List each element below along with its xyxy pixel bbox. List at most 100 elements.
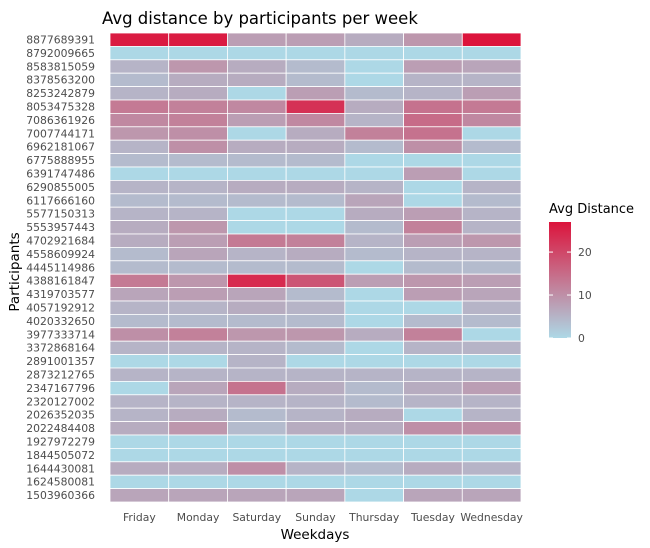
x-axis-title: Weekdays: [281, 527, 350, 543]
legend-tick-label: 10: [578, 289, 592, 302]
heatmap-cell: [227, 474, 287, 490]
y-tick-label: 1503960366: [26, 489, 95, 502]
y-tick-label: 6391747486: [26, 168, 95, 181]
heatmap-cell: [285, 340, 346, 356]
y-tick-label: 2026352035: [26, 409, 95, 422]
heatmap-cell: [403, 153, 463, 168]
x-tick-label: Saturday: [232, 511, 281, 524]
y-tick-label: 3977333714: [26, 328, 95, 341]
heatmap-cell: [285, 99, 346, 114]
heatmap-cell: [285, 233, 346, 248]
y-tick-label: 4057192912: [26, 302, 95, 315]
heatmap-cell: [109, 474, 170, 490]
heatmap-cell: [461, 407, 522, 423]
heatmap-cell: [403, 407, 463, 423]
heatmap-cell: [344, 434, 404, 449]
heatmap-cell: [344, 166, 404, 181]
y-tick-label: 7007744171: [26, 127, 95, 140]
heatmap-cell: [168, 380, 228, 396]
heatmap-cell: [109, 354, 170, 369]
heatmap-cell: [109, 72, 170, 87]
heatmap-cell: [403, 233, 463, 248]
heatmap-cell: [461, 300, 522, 315]
x-tick-label: Friday: [123, 511, 156, 524]
y-tick-label: 6117666160: [26, 194, 95, 207]
heatmap-cell: [109, 206, 170, 221]
heatmap-cell: [109, 380, 170, 396]
heatmap-cell: [168, 300, 228, 315]
heatmap-cell: [344, 99, 404, 114]
heatmap-cell: [461, 246, 522, 262]
heatmap-cell: [285, 488, 346, 503]
heatmap-cell: [344, 367, 404, 382]
heatmap-cell: [344, 421, 404, 436]
heatmap-cell: [344, 488, 404, 503]
heatmap-cell: [461, 327, 522, 342]
heatmap-cell: [227, 260, 287, 275]
heatmap-cell: [285, 394, 346, 409]
heatmap-cell: [461, 313, 522, 329]
heatmap-cell: [168, 287, 228, 302]
heatmap-cell: [227, 313, 287, 329]
y-tick-label: 4445114986: [26, 261, 95, 274]
heatmap-cell: [168, 447, 228, 463]
heatmap-cell: [344, 179, 404, 195]
heatmap-cell: [109, 340, 170, 356]
legend-tick-label: 20: [578, 246, 592, 259]
heatmap-cell: [461, 287, 522, 302]
heatmap-cell: [344, 126, 404, 141]
y-tick-label: 4388161847: [26, 275, 95, 288]
heatmap-cell: [227, 447, 287, 463]
heatmap-cell: [109, 327, 170, 342]
heatmap-cell: [227, 46, 287, 61]
heatmap-cell: [285, 59, 346, 74]
heatmap-cell: [168, 246, 228, 262]
y-tick-label: 2022484408: [26, 422, 95, 435]
heatmap-cell: [168, 86, 228, 101]
heatmap-cell: [403, 447, 463, 463]
heatmap-cell: [461, 126, 522, 141]
heatmap-cell: [461, 380, 522, 396]
y-tick-label: 1624580081: [26, 476, 95, 489]
heatmap-cell: [461, 260, 522, 275]
heatmap-cell: [403, 394, 463, 409]
heatmap-cell: [285, 327, 346, 342]
heatmap-cell: [403, 193, 463, 208]
heatmap-cell: [227, 340, 287, 356]
heatmap-cell: [461, 273, 522, 289]
heatmap-cell: [227, 367, 287, 382]
y-tick-label: 8378563200: [26, 74, 95, 87]
y-tick-label: 8253242879: [26, 87, 95, 100]
heatmap-cell: [285, 72, 346, 87]
heatmap-cell: [461, 367, 522, 382]
heatmap-cell: [168, 327, 228, 342]
heatmap-cell: [285, 447, 346, 463]
heatmap-cell: [285, 380, 346, 396]
heatmap-cell: [227, 193, 287, 208]
heatmap-cell: [344, 246, 404, 262]
heatmap-cell: [227, 354, 287, 369]
heatmap-cell: [344, 32, 404, 47]
heatmap-cell: [403, 354, 463, 369]
y-axis-title: Participants: [7, 232, 23, 311]
heatmap-cell: [461, 421, 522, 436]
heatmap-cell: [227, 300, 287, 315]
y-tick-label: 3372868164: [26, 342, 95, 355]
heatmap-cell: [344, 287, 404, 302]
heatmap-cell: [109, 367, 170, 382]
legend: Avg Distance 0 10 20: [549, 202, 634, 345]
heatmap-cell: [109, 139, 170, 154]
legend-title: Avg Distance: [549, 202, 634, 217]
y-tick-label: 5553957443: [26, 221, 95, 234]
heatmap-cell: [461, 179, 522, 195]
heatmap-cell: [109, 313, 170, 329]
heatmap-cell: [461, 153, 522, 168]
y-tick-label: 6962181067: [26, 141, 95, 154]
heatmap-cell: [168, 32, 228, 47]
heatmap-cell: [461, 113, 522, 128]
y-tick-label: 2320127002: [26, 395, 95, 408]
x-tick-label: Thursday: [348, 511, 400, 524]
heatmap-cell: [403, 126, 463, 141]
y-tick-label: 8583815059: [26, 60, 95, 73]
heatmap-cell: [168, 394, 228, 409]
